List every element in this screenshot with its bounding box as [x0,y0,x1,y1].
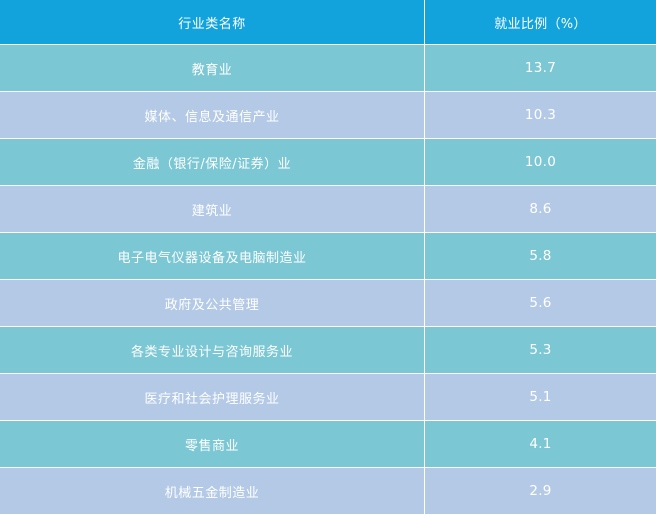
industry-name-cell: 教育业 [0,45,425,91]
employment-ratio-cell: 5.1 [529,389,552,405]
employment-ratio-cell: 2.9 [529,483,552,499]
table-row: 媒体、信息及通信产业 10.3 [0,92,656,139]
employment-ratio-cell: 4.1 [529,436,552,452]
employment-ratio-cell: 5.8 [529,248,552,264]
table-row: 医疗和社会护理服务业 5.1 [0,374,656,421]
employment-ratio-cell: 5.3 [529,342,552,358]
header-employment-ratio: 就业比例（%） [494,16,587,32]
table-row: 金融（银行/保险/证券）业 10.0 [0,139,656,186]
table-row: 建筑业 8.6 [0,186,656,233]
table-header-row: 行业类名称 就业比例（%） [0,0,656,45]
employment-ratio-cell: 5.6 [529,295,552,311]
table-row: 机械五金制造业 2.9 [0,468,656,514]
industry-name-cell: 电子电气仪器设备及电脑制造业 [0,233,425,279]
industry-name-cell: 媒体、信息及通信产业 [0,92,425,138]
industry-name-cell: 各类专业设计与咨询服务业 [0,327,425,373]
industry-name-cell: 医疗和社会护理服务业 [0,374,425,420]
header-industry-name: 行业类名称 [0,0,425,44]
table-row: 各类专业设计与咨询服务业 5.3 [0,327,656,374]
industry-name-cell: 零售商业 [0,421,425,467]
employment-ratio-cell: 13.7 [524,60,557,76]
industry-name-cell: 建筑业 [0,186,425,232]
table-row: 电子电气仪器设备及电脑制造业 5.8 [0,233,656,280]
industry-name-cell: 政府及公共管理 [0,280,425,326]
table-row: 零售商业 4.1 [0,421,656,468]
employment-ratio-cell: 10.0 [524,154,557,170]
employment-ratio-cell: 10.3 [524,107,557,123]
industry-name-cell: 金融（银行/保险/证券）业 [0,139,425,185]
employment-ratio-cell: 8.6 [529,201,552,217]
industry-name-cell: 机械五金制造业 [0,468,425,514]
table-row: 政府及公共管理 5.6 [0,280,656,327]
table-row: 教育业 13.7 [0,45,656,92]
